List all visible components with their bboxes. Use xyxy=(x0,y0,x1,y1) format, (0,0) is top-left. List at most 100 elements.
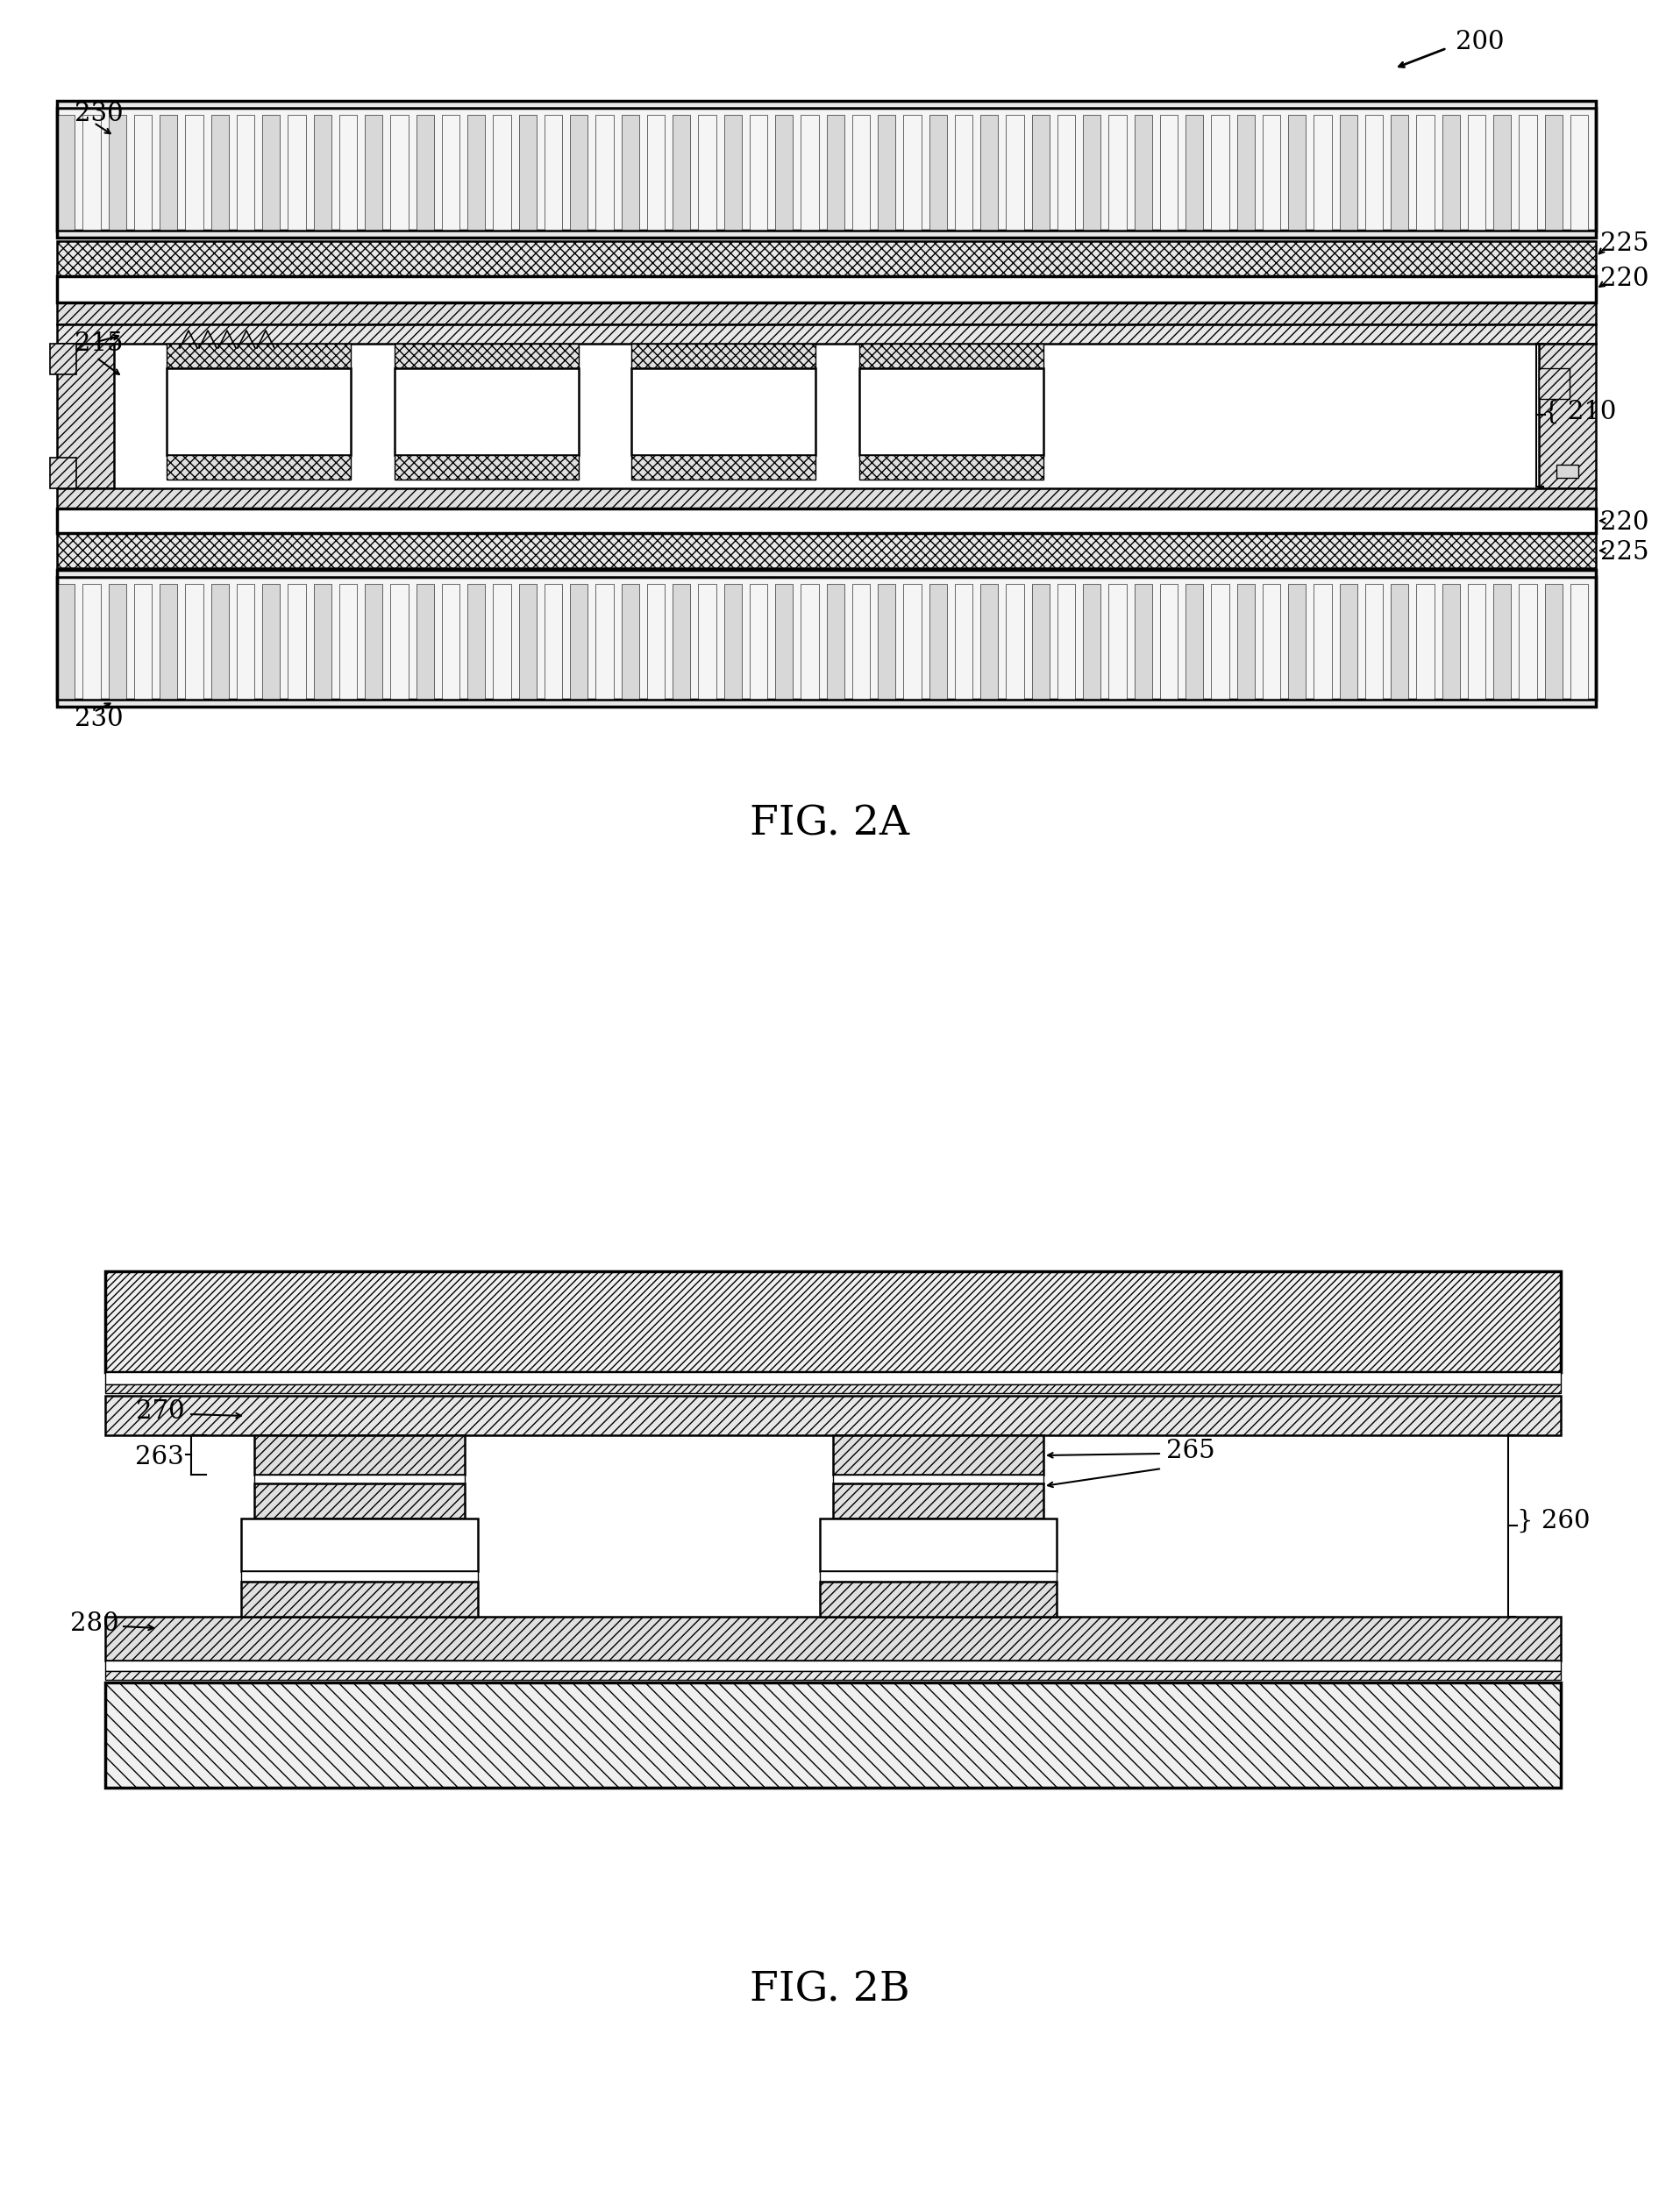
Bar xyxy=(904,115,921,230)
Bar xyxy=(468,115,486,230)
Bar xyxy=(647,584,665,699)
Bar xyxy=(441,584,460,699)
Bar xyxy=(108,584,126,699)
Bar xyxy=(1211,115,1229,230)
Bar xyxy=(262,115,280,230)
Bar xyxy=(698,115,717,230)
Text: 225: 225 xyxy=(1601,232,1649,257)
Bar xyxy=(1540,367,1569,398)
Bar xyxy=(1520,115,1536,230)
Bar xyxy=(1238,584,1254,699)
Bar xyxy=(544,584,562,699)
Bar xyxy=(980,115,999,230)
Bar xyxy=(166,343,350,367)
Text: { 210: { 210 xyxy=(1543,400,1616,425)
Bar xyxy=(254,1475,465,1484)
Bar xyxy=(632,456,816,480)
Bar xyxy=(1262,115,1281,230)
Bar xyxy=(237,584,254,699)
Bar xyxy=(105,1396,1561,1436)
Bar xyxy=(1287,115,1306,230)
Bar xyxy=(750,115,768,230)
Bar xyxy=(105,1371,1561,1385)
Bar xyxy=(56,276,1596,303)
Bar xyxy=(50,458,76,489)
Bar xyxy=(237,115,254,230)
Bar xyxy=(954,115,972,230)
Bar xyxy=(1160,115,1178,230)
Bar xyxy=(596,115,614,230)
Text: 230: 230 xyxy=(75,706,123,732)
Text: 265: 265 xyxy=(1166,1438,1214,1464)
Bar xyxy=(262,584,280,699)
Bar xyxy=(159,584,178,699)
Bar xyxy=(105,1385,1561,1394)
Text: 220: 220 xyxy=(1601,511,1649,535)
Bar xyxy=(395,456,579,480)
Bar xyxy=(1442,584,1460,699)
Text: 200: 200 xyxy=(1455,29,1505,55)
Bar xyxy=(159,115,178,230)
Bar xyxy=(801,115,820,230)
Bar xyxy=(1569,115,1588,230)
Bar xyxy=(314,584,332,699)
Bar xyxy=(83,115,101,230)
Bar xyxy=(105,1670,1561,1679)
Bar xyxy=(1493,115,1511,230)
Bar xyxy=(632,367,816,456)
Text: 225: 225 xyxy=(1601,540,1649,564)
Bar xyxy=(1365,115,1384,230)
Bar xyxy=(1083,584,1102,699)
Bar xyxy=(1390,584,1408,699)
Bar xyxy=(775,115,793,230)
Bar xyxy=(166,367,350,456)
Bar xyxy=(820,1571,1057,1582)
Bar xyxy=(1468,584,1485,699)
Bar xyxy=(1442,115,1460,230)
Bar xyxy=(314,115,332,230)
Bar xyxy=(211,584,229,699)
Bar xyxy=(571,584,587,699)
Bar xyxy=(859,343,1044,367)
Bar xyxy=(254,1436,465,1475)
Bar xyxy=(929,115,947,230)
Bar xyxy=(1417,115,1435,230)
Bar xyxy=(571,115,587,230)
Bar xyxy=(241,1582,478,1617)
Bar xyxy=(1545,115,1563,230)
Bar xyxy=(134,115,153,230)
Bar xyxy=(365,584,383,699)
Bar xyxy=(544,115,562,230)
Bar xyxy=(1108,584,1126,699)
Text: 270: 270 xyxy=(136,1400,184,1425)
Bar xyxy=(1057,115,1075,230)
Bar xyxy=(241,1517,478,1571)
Bar xyxy=(338,584,357,699)
Text: FIG. 2B: FIG. 2B xyxy=(750,1971,909,2011)
Bar xyxy=(105,1272,1561,1371)
Bar xyxy=(1186,584,1203,699)
Bar xyxy=(390,584,408,699)
Bar xyxy=(1520,584,1536,699)
Bar xyxy=(56,571,1596,577)
Bar xyxy=(826,584,844,699)
Bar xyxy=(468,584,486,699)
Bar xyxy=(56,571,1596,706)
Bar xyxy=(1417,584,1435,699)
Bar xyxy=(801,584,820,699)
Bar xyxy=(56,509,1596,533)
Bar xyxy=(56,230,1596,237)
Bar xyxy=(56,577,1596,699)
Bar xyxy=(820,1517,1057,1571)
Bar xyxy=(1365,584,1384,699)
Bar xyxy=(1005,115,1024,230)
Bar xyxy=(105,1683,1561,1787)
Bar xyxy=(1186,115,1203,230)
Bar xyxy=(620,584,639,699)
Bar xyxy=(186,115,202,230)
Bar xyxy=(820,1582,1057,1617)
Bar xyxy=(853,584,869,699)
Bar xyxy=(338,115,357,230)
Bar xyxy=(954,584,972,699)
Bar xyxy=(108,115,126,230)
